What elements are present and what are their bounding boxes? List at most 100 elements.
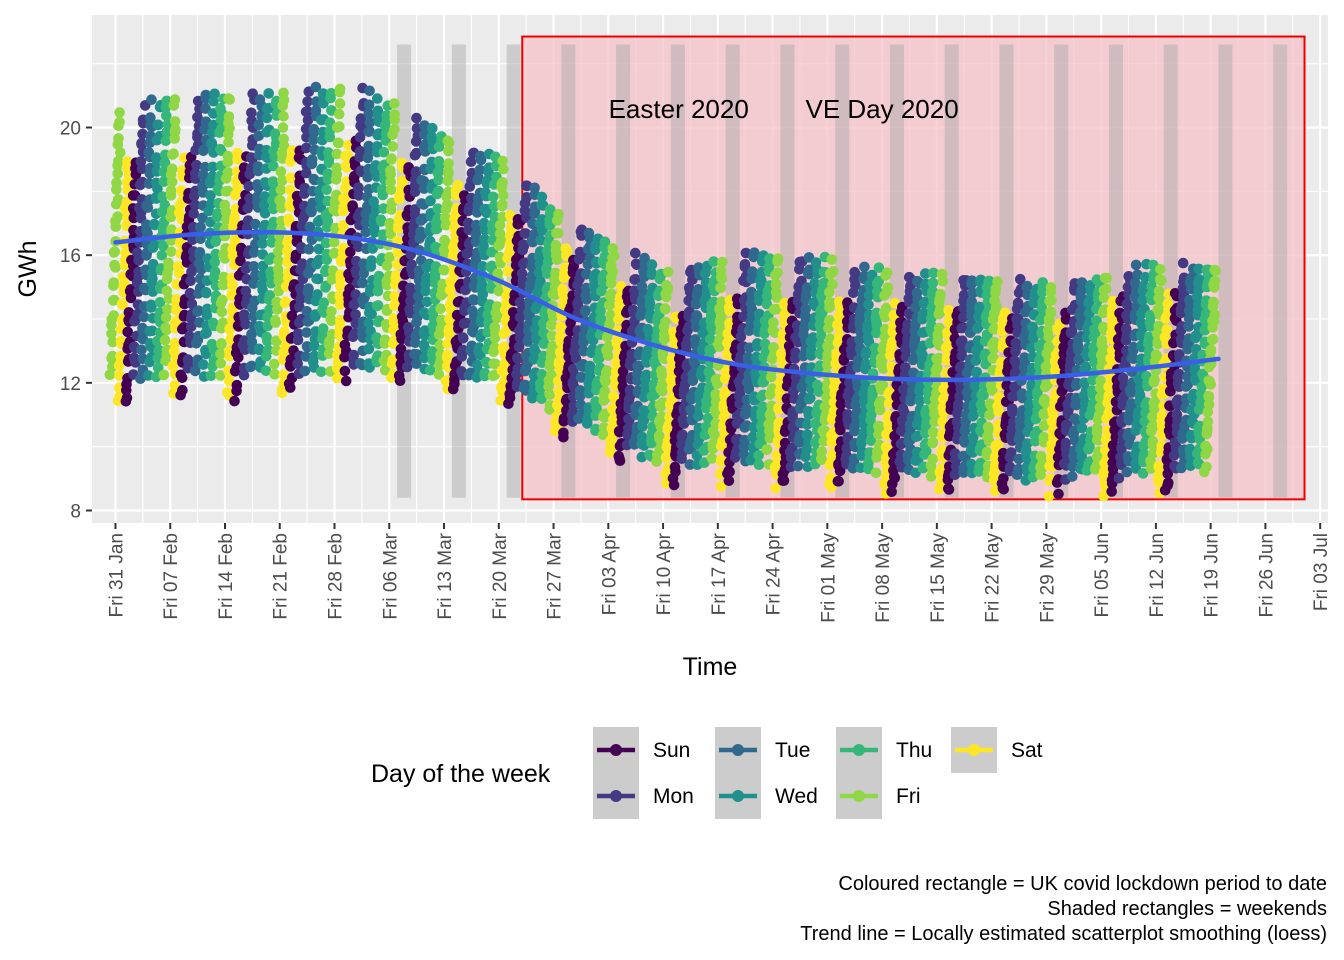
data-point [432,213,443,224]
data-point [639,252,650,264]
data-point [425,195,436,206]
data-point [333,137,344,149]
data-point [436,314,447,326]
data-point [384,251,395,263]
data-point [545,204,556,215]
data-point [775,348,787,359]
x-axis-title: Time [683,653,738,681]
data-point [544,400,556,411]
data-point [158,240,169,252]
data-point [278,133,289,145]
data-point [1007,403,1018,415]
data-point [411,147,422,159]
data-point [366,255,377,266]
annotation-label: VE Day 2020 [805,94,958,124]
data-point [313,243,325,255]
data-point [246,360,257,372]
data-point [1120,323,1132,335]
data-point [159,157,171,169]
data-point [464,201,475,213]
data-point [833,475,844,487]
data-point [262,320,274,332]
data-point [306,154,318,165]
data-point [632,368,643,380]
data-point [1021,281,1032,293]
data-point [331,122,343,133]
data-point [136,344,147,356]
data-point [488,200,500,212]
data-point [712,339,724,350]
data-point [109,259,120,271]
data-point [646,259,658,270]
data-point [339,339,351,351]
data-point [257,238,268,249]
data-point [405,295,416,307]
data-point [465,156,477,167]
data-point [158,176,170,187]
data-point [463,246,475,258]
data-point [245,152,257,163]
data-point [322,168,334,179]
data-point [1202,416,1214,427]
data-point [535,235,546,246]
data-point [477,261,488,272]
data-point [816,446,828,457]
data-point [1045,307,1057,319]
data-point [194,247,206,258]
data-point [753,459,765,471]
data-point [438,264,450,276]
data-point [764,409,776,421]
data-point [1039,393,1050,405]
data-point [347,200,358,211]
data-point [424,364,436,376]
data-point [278,87,289,99]
data-point [304,221,316,233]
data-point [475,150,486,162]
data-point [158,369,170,381]
data-point [1045,282,1057,293]
data-point [859,261,870,273]
legend-dot [610,744,622,756]
data-point [171,294,182,305]
data-point [1209,264,1220,276]
caption-line-2: Shaded rectangles = weekends [1047,898,1327,920]
data-point [272,264,284,275]
data-point [1138,440,1149,452]
data-point [492,301,503,312]
data-point [114,107,125,118]
data-point [1163,477,1174,489]
data-point [355,113,367,124]
data-point [215,370,226,381]
data-point [1153,461,1165,473]
x-tick-label: Fri 26 Jun [1256,533,1277,617]
data-point [165,246,177,257]
data-point [401,361,413,373]
data-point [486,260,498,272]
data-point [222,150,234,162]
data-point [385,176,396,188]
x-tick-label: Fri 05 Jun [1092,533,1113,617]
data-point [489,342,501,353]
data-point [248,247,260,258]
data-point [504,210,516,221]
data-point [403,322,414,333]
data-point [595,313,607,325]
data-point [927,453,938,465]
data-point [557,288,569,300]
legend-label-mon: Mon [653,785,694,808]
data-point [972,323,983,334]
data-point [862,319,873,331]
data-point [426,131,438,143]
data-point [302,114,314,126]
data-point [340,192,351,204]
data-point [494,251,506,263]
data-point [389,124,400,135]
data-point [215,103,226,114]
data-point [368,196,380,207]
data-point [278,369,290,381]
data-point [458,333,469,344]
data-point [209,88,220,100]
data-point [529,182,540,194]
data-point [363,358,375,369]
data-point [243,180,255,192]
